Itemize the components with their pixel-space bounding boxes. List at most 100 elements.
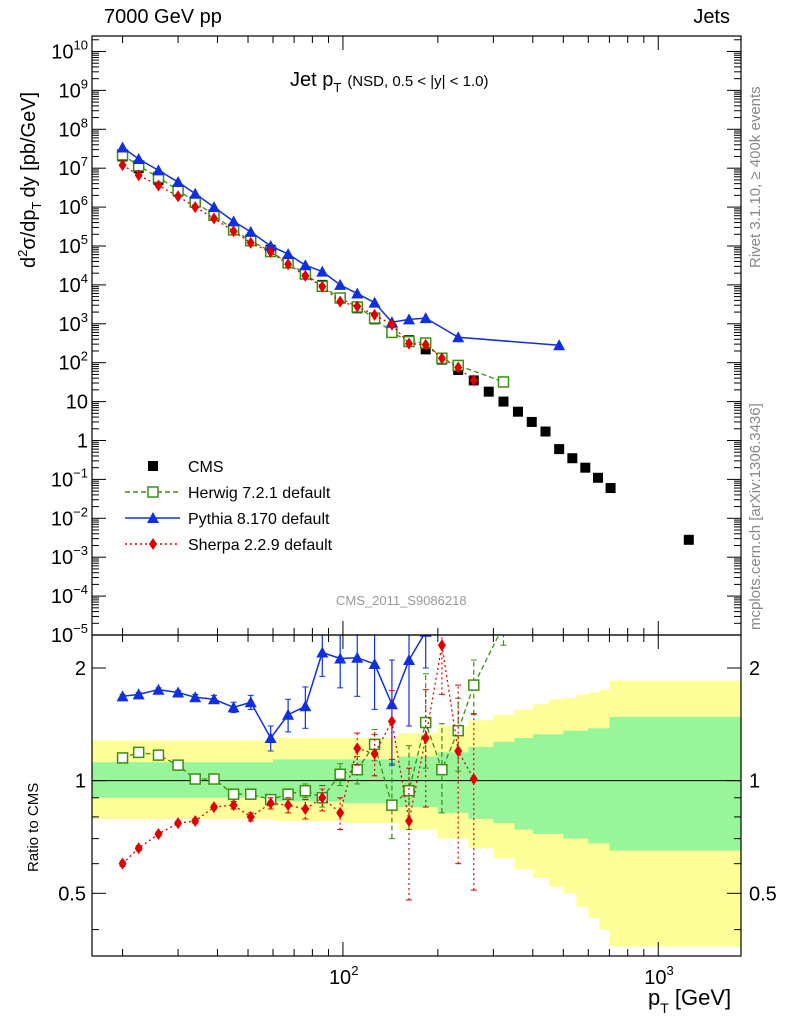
y-tick-exp: −4	[73, 582, 88, 597]
ratio-point-pythia	[334, 652, 347, 664]
point-sherpa	[421, 338, 430, 351]
y-label-pre: d	[18, 257, 40, 268]
y-tick-label: 10−5	[51, 621, 88, 647]
point-pythia	[316, 265, 329, 277]
point-sherpa	[301, 269, 310, 282]
analysis-watermark: CMS_2011_S9086218	[336, 593, 467, 608]
point-cms	[512, 406, 523, 417]
y-tick-base: 10	[59, 275, 81, 297]
y-axis-label: d2σ/dpTdy [pb/GeV]	[15, 92, 44, 268]
y-tick-base: 10	[59, 197, 81, 219]
y-tick-base: 10	[59, 353, 81, 375]
legend-label-cms: CMS	[188, 459, 224, 476]
y-tick-base: 10	[51, 41, 73, 63]
chart-title-sub: T	[333, 80, 341, 95]
point-pythia	[116, 141, 129, 153]
y-label-mid: σ/dp	[18, 209, 40, 249]
y-tick-base: 1	[77, 430, 88, 452]
ratio-point-herwig	[334, 768, 346, 781]
ratio-point-pythia	[282, 708, 295, 720]
y-tick-base: 10	[59, 119, 81, 141]
y-tick-exp: 7	[81, 154, 88, 169]
ratio-y-tick-label-right: 0.5	[749, 883, 777, 905]
ratio-point-sherpa	[154, 828, 163, 841]
point-sherpa	[134, 169, 143, 182]
ratio-point-sherpa	[229, 799, 238, 812]
ratio-y-tick-label-left: 1	[75, 771, 86, 793]
x-tick-exp: 3	[666, 963, 673, 978]
x-tick-label: 103	[644, 963, 673, 989]
point-pythia	[351, 287, 364, 299]
y-tick-base: 10	[51, 625, 73, 647]
ratio-point-pythia	[189, 691, 202, 703]
legend-marker-herwig	[147, 486, 159, 498]
ratio-point-pythia	[172, 686, 185, 698]
ratio-point-pythia	[264, 732, 277, 744]
y-tick-base: 10	[51, 469, 73, 491]
point-pythia	[244, 225, 257, 237]
legend-label-sherpa: Sherpa 2.2.9 default	[188, 537, 333, 554]
ratio-point-herwig	[468, 679, 480, 691]
y-tick-exp: 10	[74, 37, 88, 52]
x-label-sub: T	[660, 1000, 669, 1016]
ratio-point-pythia	[244, 696, 257, 708]
point-sherpa	[174, 190, 183, 203]
ratio-point-sherpa	[370, 747, 379, 760]
y-tick-exp: 9	[81, 76, 88, 91]
ratio-point-herwig	[498, 620, 508, 630]
legend-entry-pythia: Pythia 8.170 default	[125, 511, 330, 528]
point-cms	[592, 472, 603, 483]
ratio-point-sherpa	[210, 801, 219, 814]
point-pythia	[208, 201, 221, 213]
ratio-point-sherpa	[284, 799, 293, 812]
y-tick-base: 10	[59, 314, 81, 336]
point-sherpa	[353, 300, 362, 313]
y-tick-label: 106	[59, 193, 88, 219]
point-pythia	[368, 296, 381, 308]
y-tick-exp: 5	[81, 232, 88, 247]
ratio-point-sherpa	[437, 639, 446, 652]
y-tick-exp: 2	[81, 349, 88, 364]
ratio-point-pythia	[403, 654, 416, 666]
ratio-point-pythia	[299, 700, 312, 712]
ratio-point-herwig	[152, 749, 165, 761]
point-herwig	[497, 376, 510, 388]
ratio-line-herwig	[122, 635, 500, 807]
x-label-main: p	[648, 985, 660, 1010]
ratio-point-sherpa	[266, 797, 275, 810]
ratio-point-sherpa	[318, 791, 327, 804]
y-tick-base: 10	[51, 586, 73, 608]
point-sherpa	[336, 295, 345, 308]
y-tick-exp: −1	[73, 465, 88, 480]
chart-title: Jet pT (NSD, 0.5 < |y| < 1.0)	[290, 69, 489, 95]
ratio-point-sherpa	[469, 773, 478, 786]
point-pythia	[264, 239, 277, 251]
ratio-line-pythia	[122, 635, 425, 740]
point-sherpa	[437, 352, 446, 365]
point-pythia	[553, 339, 566, 351]
ratio-point-herwig	[244, 788, 257, 800]
point-pythia	[419, 312, 432, 324]
legend-marker-sherpa	[149, 538, 157, 550]
y-tick-base: 10	[51, 508, 73, 530]
legend-marker-cms	[148, 461, 158, 471]
legend: CMS Herwig 7.2.1 default Pythia 8.170 defa…	[125, 459, 333, 554]
y-tick-label: 104	[59, 271, 88, 297]
legend-entry-cms: CMS	[148, 459, 224, 476]
ratio-point-sherpa	[191, 815, 200, 828]
ratio-y-tick-label-left: 2	[75, 658, 86, 680]
point-cms	[567, 453, 578, 464]
header-left: 7000 GeV pp	[104, 6, 222, 28]
y-label-sub: T	[29, 201, 44, 209]
point-cms	[483, 386, 494, 397]
point-sherpa	[469, 374, 478, 387]
x-axis-label: pT [GeV]	[648, 985, 731, 1016]
y-tick-exp: 4	[81, 271, 88, 286]
ratio-point-pythia	[316, 646, 329, 658]
ratio-point-herwig	[351, 763, 363, 776]
point-cms	[540, 426, 551, 437]
ratio-point-herwig	[172, 759, 184, 771]
point-pythia	[299, 259, 312, 271]
ratio-y-tick-label-left: 0.5	[58, 883, 86, 905]
point-sherpa	[191, 201, 200, 214]
